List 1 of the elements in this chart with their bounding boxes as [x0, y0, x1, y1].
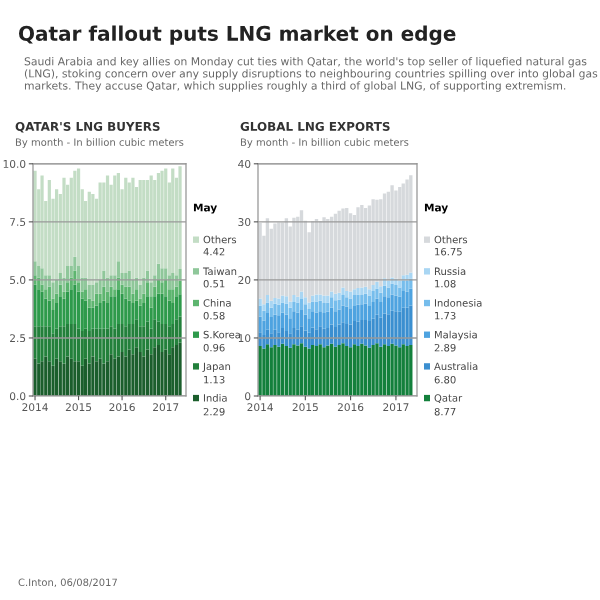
text: Qatar fallout puts LNG market on edge — [19, 25, 456, 45]
